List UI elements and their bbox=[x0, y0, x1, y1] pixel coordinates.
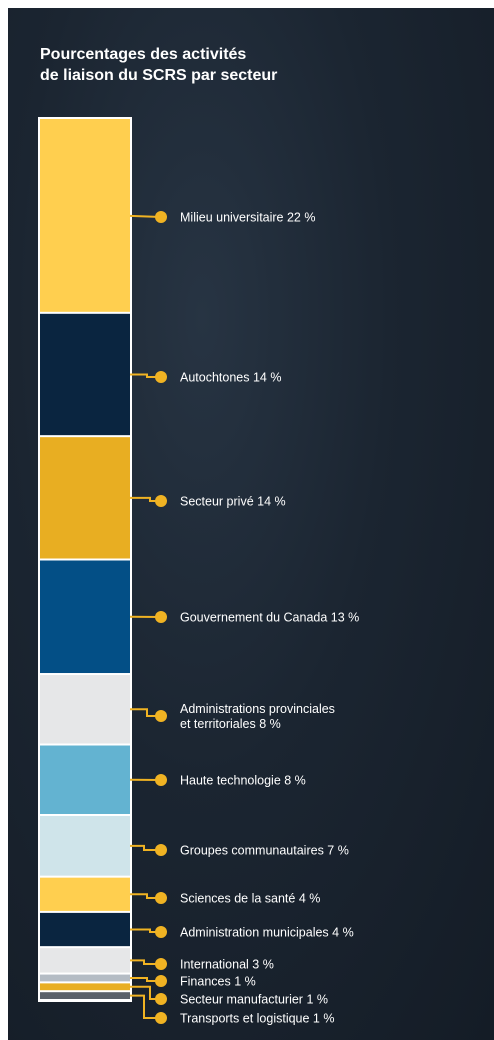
segment-label-7-line-0: Sciences de la santé 4 % bbox=[180, 892, 320, 906]
connector-dot-2 bbox=[155, 495, 167, 507]
bar-segment-0 bbox=[40, 119, 130, 312]
segment-label-4-line-0: Administrations provinciales bbox=[180, 702, 335, 716]
bar-segment-4 bbox=[40, 675, 130, 744]
bar-segment-3 bbox=[40, 560, 130, 674]
bar-segment-2 bbox=[40, 437, 130, 559]
connector-dot-8 bbox=[155, 926, 167, 938]
segment-label-9-line-0: International 3 % bbox=[180, 958, 274, 972]
connector-dot-12 bbox=[155, 1012, 167, 1024]
connector-dot-10 bbox=[155, 975, 167, 987]
chart-title-line-2: de liaison du SCRS par secteur bbox=[40, 67, 278, 84]
connector-dot-9 bbox=[155, 958, 167, 970]
segment-label-8-line-0: Administration municipales 4 % bbox=[180, 926, 354, 940]
connector-line-4 bbox=[130, 708, 161, 717]
connector-line-10 bbox=[130, 976, 161, 982]
segment-label-3-line-0: Gouvernement du Canada 13 % bbox=[180, 611, 359, 625]
bar-segment-10 bbox=[40, 974, 130, 982]
segment-label-4-line-1: et territoriales 8 % bbox=[180, 717, 281, 731]
connector-line-6 bbox=[130, 844, 161, 851]
connector-dot-5 bbox=[155, 774, 167, 786]
bar-segment-11 bbox=[40, 983, 130, 991]
connector-line-1 bbox=[130, 373, 161, 378]
segment-label-10-line-0: Finances 1 % bbox=[180, 975, 256, 989]
bar-segment-8 bbox=[40, 912, 130, 947]
chart-title-line-1: Pourcentages des activités bbox=[40, 46, 247, 63]
segment-label-1-line-0: Autochtones 14 % bbox=[180, 371, 281, 385]
bar-segment-12 bbox=[40, 992, 130, 999]
connector-line-7 bbox=[130, 893, 161, 899]
segment-label-2-line-0: Secteur privé 14 % bbox=[180, 495, 286, 509]
bar-segment-9 bbox=[40, 948, 130, 973]
bar-segment-1 bbox=[40, 313, 130, 436]
connector-dot-11 bbox=[155, 993, 167, 1005]
connector-dot-3 bbox=[155, 611, 167, 623]
segment-label-11-line-0: Secteur manufacturier 1 % bbox=[180, 993, 328, 1007]
segment-label-12-line-0: Transports et logistique 1 % bbox=[180, 1012, 334, 1026]
connector-dot-6 bbox=[155, 844, 167, 856]
chart-title: Pourcentages des activités de liaison du… bbox=[40, 44, 460, 86]
bar-segment-6 bbox=[40, 815, 130, 876]
segment-label-6-line-0: Groupes communautaires 7 % bbox=[180, 844, 349, 858]
segment-label-0-line-0: Milieu universitaire 22 % bbox=[180, 211, 315, 225]
connector-dot-7 bbox=[155, 892, 167, 904]
connector-dot-1 bbox=[155, 371, 167, 383]
bar-segment-7 bbox=[40, 877, 130, 911]
connector-line-9 bbox=[130, 959, 161, 965]
segment-label-5-line-0: Haute technologie 8 % bbox=[180, 774, 306, 788]
connector-dot-4 bbox=[155, 710, 167, 722]
connector-line-12 bbox=[130, 994, 161, 1019]
bar-segment-5 bbox=[40, 745, 130, 814]
connector-dot-0 bbox=[155, 211, 167, 223]
